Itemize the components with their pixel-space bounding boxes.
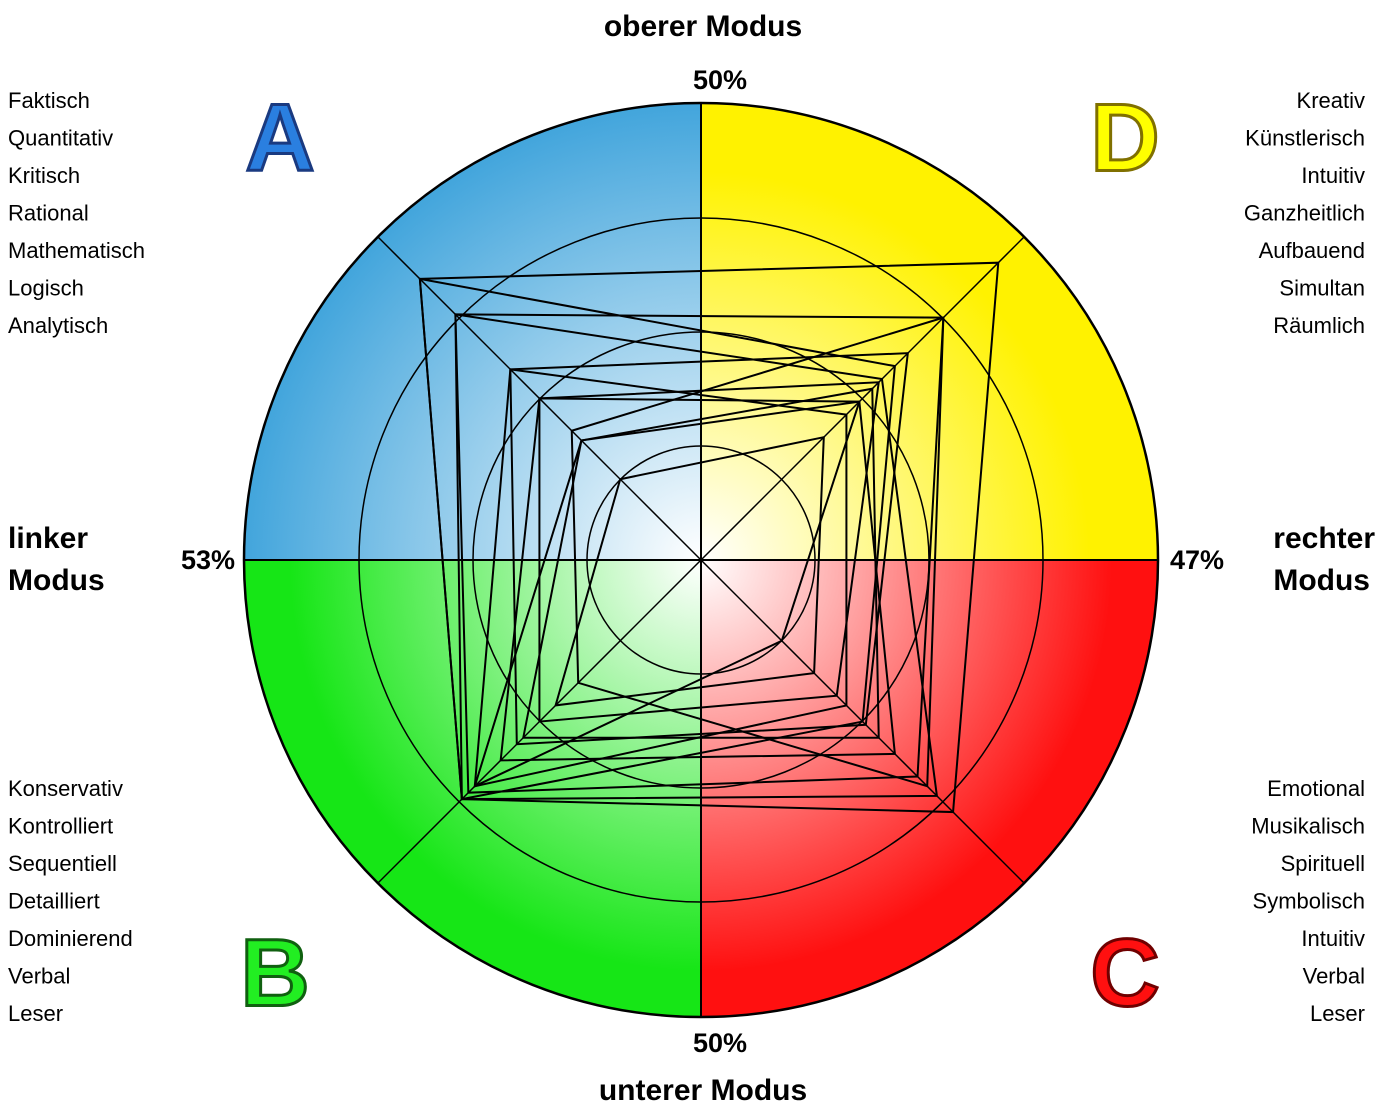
trait-label: Logisch bbox=[8, 275, 84, 300]
profile-polygon bbox=[454, 313, 939, 801]
trait-label: Aufbauend bbox=[1259, 238, 1365, 263]
profile-polygon bbox=[499, 397, 896, 762]
trait-label: Künstlerisch bbox=[1245, 125, 1365, 150]
trait-label: Intuitiv bbox=[1301, 163, 1365, 188]
trait-label: Konservativ bbox=[8, 776, 123, 801]
top-title: oberer Modus bbox=[604, 10, 802, 43]
bottom-title: unterer Modus bbox=[599, 1074, 807, 1107]
trait-label: Faktisch bbox=[8, 88, 90, 113]
trait-label: Sequentiell bbox=[8, 851, 117, 876]
bottom-percent: 50% bbox=[693, 1028, 747, 1058]
right-title: Modus bbox=[1273, 564, 1370, 597]
left-percent: 53% bbox=[181, 545, 235, 575]
trait-label: Leser bbox=[8, 1001, 63, 1026]
right-percent: 47% bbox=[1170, 545, 1224, 575]
trait-label: Simultan bbox=[1279, 275, 1365, 300]
quadrant-letter: D bbox=[1090, 84, 1159, 191]
trait-label: Analytisch bbox=[8, 313, 108, 338]
profile-polygon bbox=[418, 277, 896, 801]
profile-polygon bbox=[509, 352, 909, 746]
trait-label: Detailliert bbox=[8, 888, 100, 913]
right-title: rechter bbox=[1273, 522, 1375, 555]
trait-label: Intuitiv bbox=[1301, 926, 1365, 951]
trait-label: Symbolisch bbox=[1253, 888, 1365, 913]
trait-label: Räumlich bbox=[1273, 313, 1365, 338]
trait-label: Kritisch bbox=[8, 163, 80, 188]
trait-label: Mathematisch bbox=[8, 238, 145, 263]
profile-polygon bbox=[538, 381, 880, 723]
trait-label: Ganzheitlich bbox=[1244, 200, 1365, 225]
profiles bbox=[418, 261, 1000, 814]
trait-label: Spirituell bbox=[1281, 851, 1365, 876]
profile-polygon bbox=[473, 368, 848, 788]
top-percent: 50% bbox=[693, 65, 747, 95]
trait-label: Musikalisch bbox=[1251, 813, 1365, 838]
trait-label: Quantitativ bbox=[8, 125, 113, 150]
trait-lists: Faktisch Quantitativ Kritisch Rational Mathe… bbox=[8, 88, 1365, 1026]
trait-label: Emotional bbox=[1267, 776, 1365, 801]
trait-label: Dominierend bbox=[8, 926, 133, 951]
trait-label: Leser bbox=[1310, 1001, 1365, 1026]
trait-label: Kreativ bbox=[1297, 88, 1365, 113]
trait-label: Verbal bbox=[8, 963, 70, 988]
profile-polygon bbox=[570, 316, 945, 788]
quadrant-letter: B bbox=[240, 919, 309, 1026]
trait-label: Kontrolliert bbox=[8, 813, 113, 838]
quadrant-letter: C bbox=[1090, 919, 1159, 1026]
left-title: Modus bbox=[8, 564, 105, 597]
left-title: linker bbox=[8, 522, 88, 555]
trait-label: Rational bbox=[8, 200, 89, 225]
quadrant-letter: A bbox=[245, 84, 314, 191]
profile-polygon bbox=[454, 313, 945, 794]
quadrant-background bbox=[242, 101, 1160, 1019]
trait-label: Verbal bbox=[1303, 963, 1365, 988]
